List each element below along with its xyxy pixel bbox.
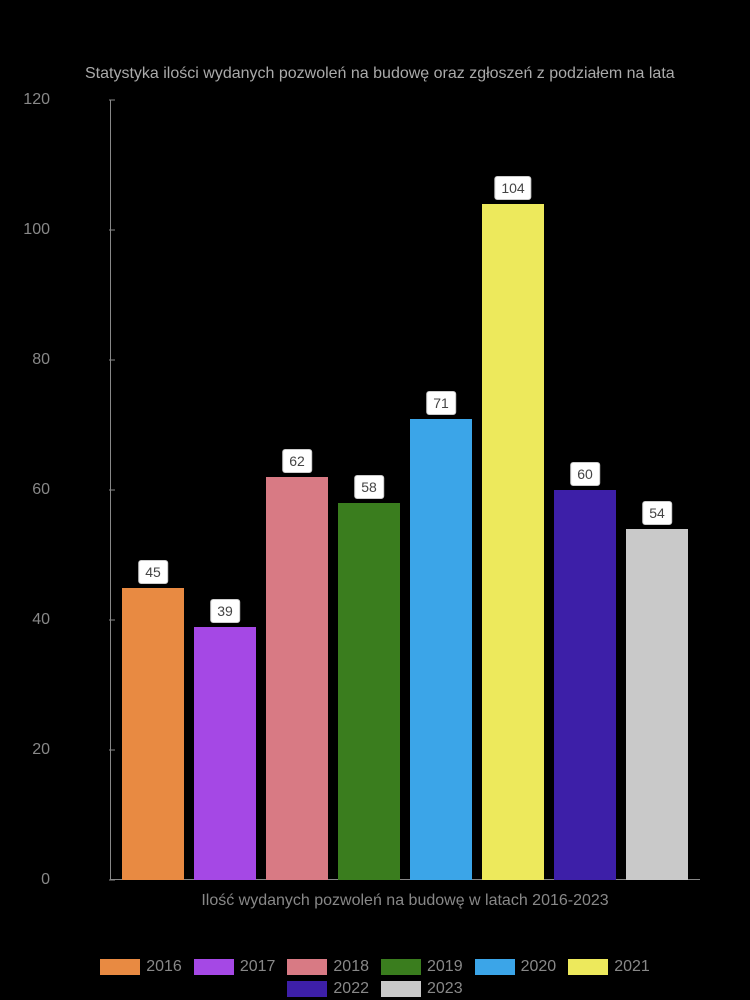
legend-label: 2021 (614, 958, 650, 976)
bar-value-label: 54 (642, 501, 672, 525)
bar-2018: 62 (266, 477, 328, 880)
bar-value-label: 60 (570, 462, 600, 486)
y-tick-label: 120 (23, 91, 50, 109)
legend-label: 2019 (427, 958, 463, 976)
legend-label: 2018 (333, 958, 369, 976)
legend-item-2018: 2018 (287, 958, 369, 976)
legend-label: 2022 (333, 980, 369, 998)
legend-item-2019: 2019 (381, 958, 463, 976)
legend-label: 2017 (240, 958, 276, 976)
legend-label: 2020 (521, 958, 557, 976)
legend-item-2023: 2023 (381, 980, 463, 998)
legend-swatch (194, 959, 234, 975)
bar-value-label: 45 (138, 560, 168, 584)
legend-row: 2016 2017 2018 2019 2020 2021 2022 2023 (0, 956, 750, 1000)
bar-2019: 58 (338, 503, 400, 880)
bar-2021: 104 (482, 204, 544, 880)
y-tick-label: 40 (32, 611, 50, 629)
legend-swatch (381, 981, 421, 997)
y-tick-label: 60 (32, 481, 50, 499)
x-axis-label: Ilość wydanych pozwoleń na budowę w lata… (201, 892, 608, 910)
chart-title: Statystyka ilości wydanych pozwoleń na b… (85, 65, 675, 83)
y-tick-label: 100 (23, 221, 50, 239)
bar-2016: 45 (122, 588, 184, 881)
y-tick-label: 20 (32, 741, 50, 759)
bar-2020: 71 (410, 419, 472, 881)
legend-swatch (100, 959, 140, 975)
legend-swatch (287, 981, 327, 997)
bars-group: 45396258711046054 (110, 100, 700, 880)
legend-label: 2023 (427, 980, 463, 998)
bar-value-label: 71 (426, 391, 456, 415)
legend-swatch (287, 959, 327, 975)
bar-value-label: 104 (494, 176, 531, 200)
bar-2022: 60 (554, 490, 616, 880)
chart-area: 020406080100120 45396258711046054 Ilość … (110, 100, 700, 880)
legend-item-2020: 2020 (475, 958, 557, 976)
legend-item-2022: 2022 (287, 980, 369, 998)
bar-2017: 39 (194, 627, 256, 881)
chart-container: Statystyka ilości wydanych pozwoleń na b… (0, 0, 750, 1000)
legend-swatch (568, 959, 608, 975)
legend-item-2016: 2016 (100, 958, 182, 976)
legend-swatch (475, 959, 515, 975)
y-tick-label: 80 (32, 351, 50, 369)
bar-value-label: 58 (354, 475, 384, 499)
legend-item-2017: 2017 (194, 958, 276, 976)
legend-swatch (381, 959, 421, 975)
y-tick-label: 0 (41, 871, 50, 889)
bar-value-label: 62 (282, 449, 312, 473)
bar-value-label: 39 (210, 599, 240, 623)
bar-2023: 54 (626, 529, 688, 880)
legend: 2016 2017 2018 2019 2020 2021 2022 2023 (0, 956, 750, 1000)
legend-label: 2016 (146, 958, 182, 976)
legend-item-2021: 2021 (568, 958, 650, 976)
